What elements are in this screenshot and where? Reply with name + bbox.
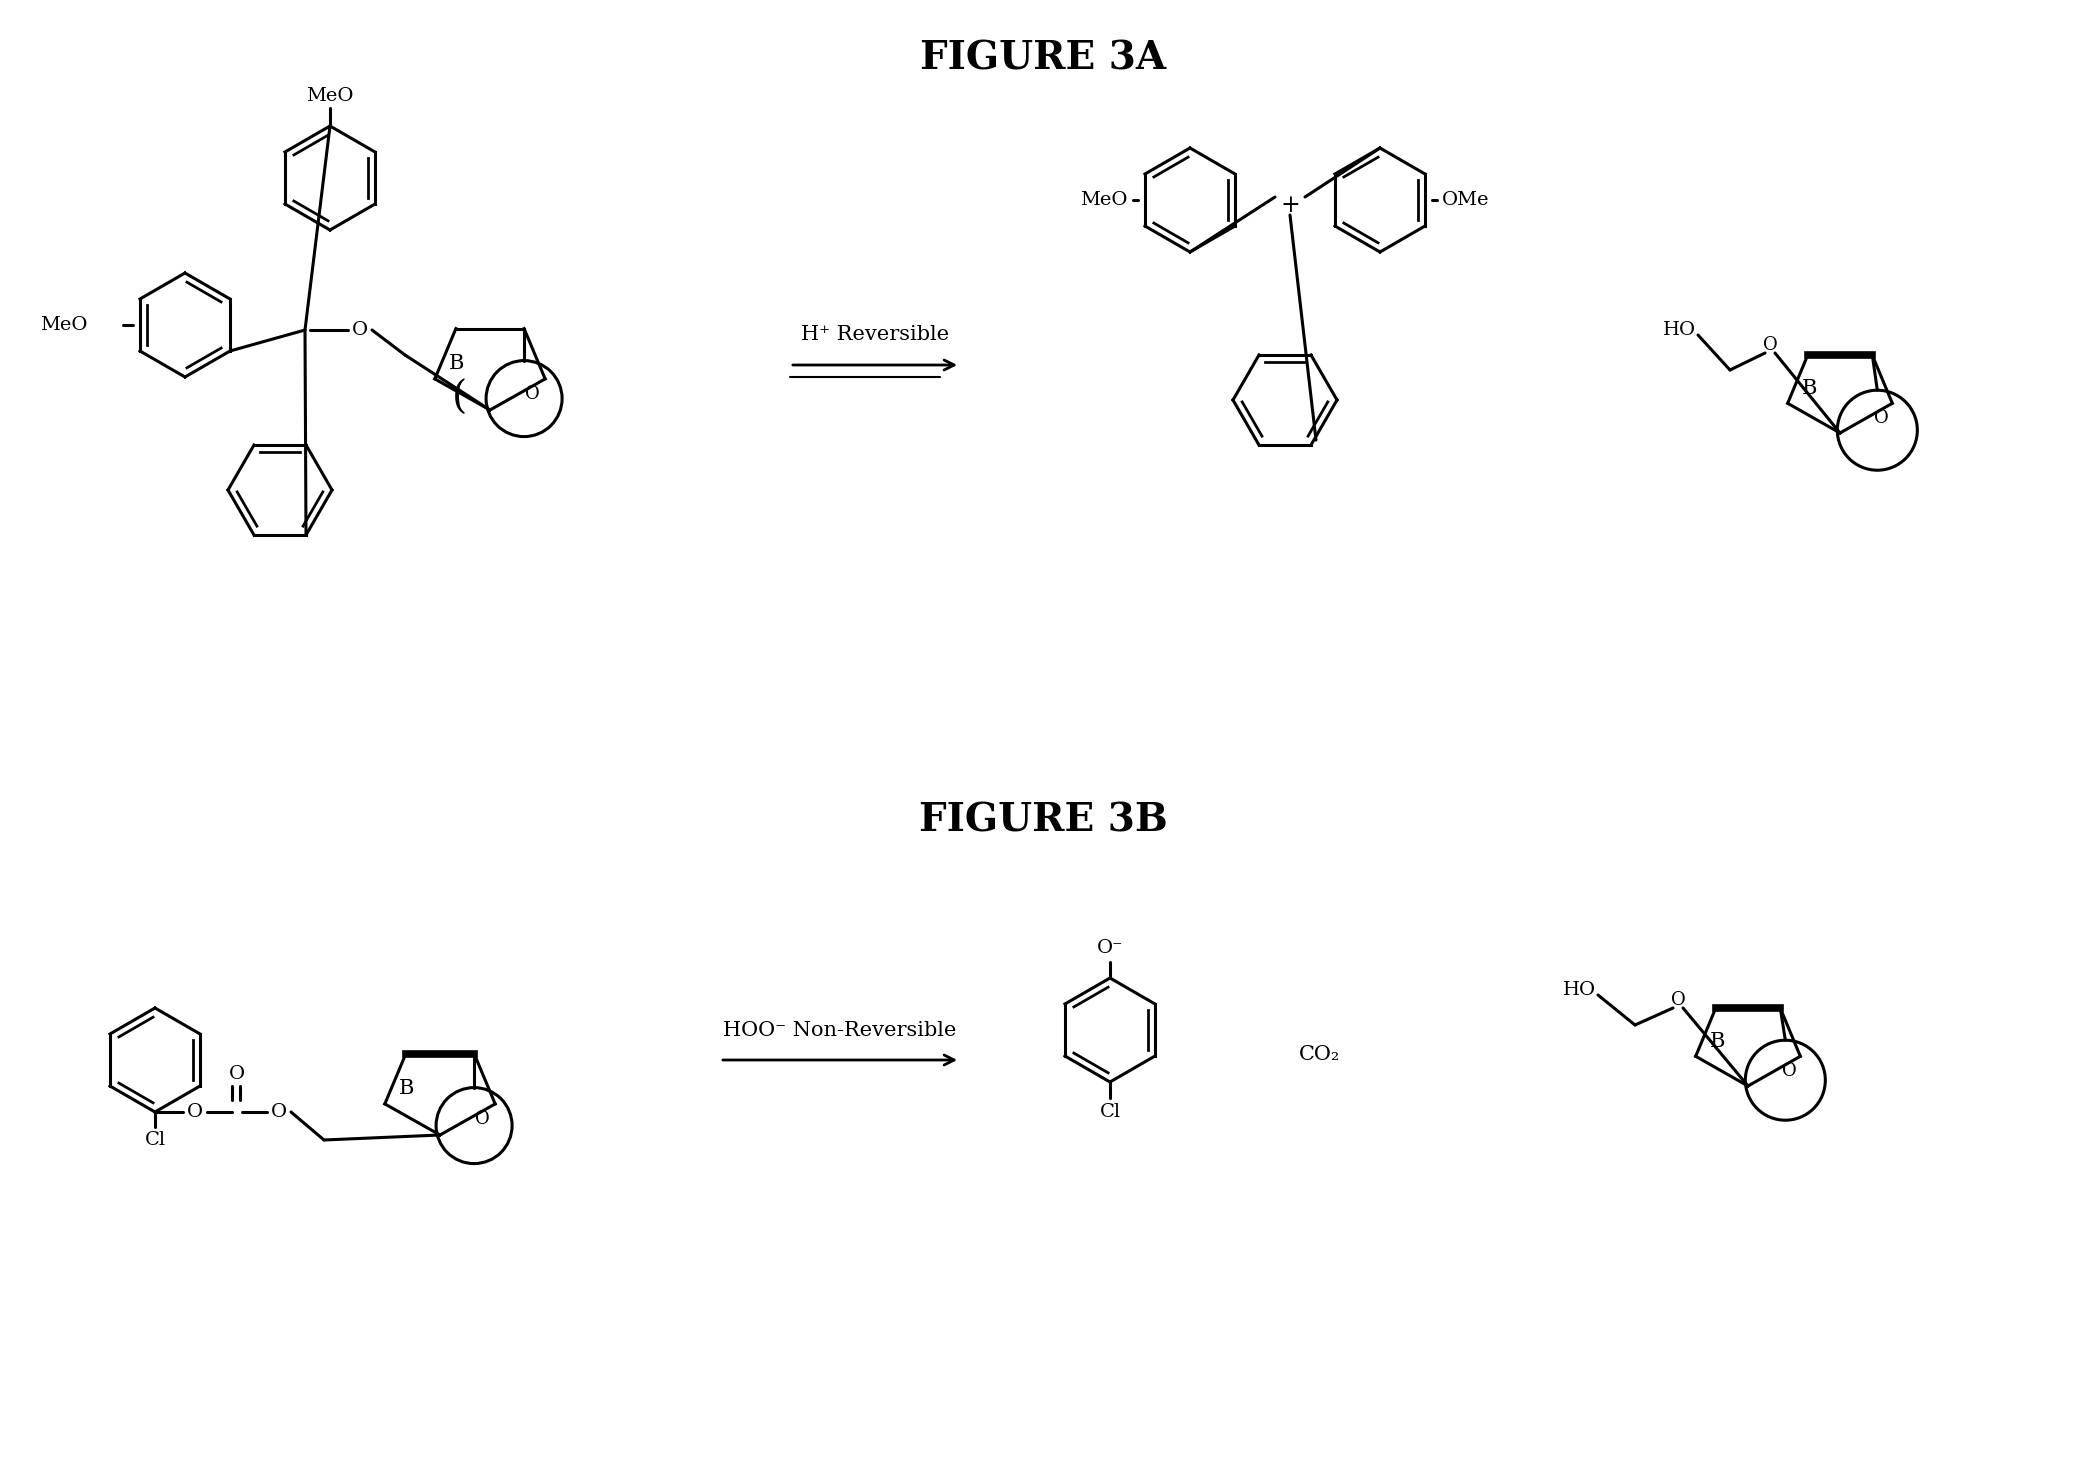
Text: Cl: Cl bbox=[1100, 1103, 1121, 1121]
Text: OMe: OMe bbox=[1442, 191, 1490, 209]
Text: O: O bbox=[1874, 410, 1889, 427]
Text: B: B bbox=[399, 1080, 415, 1099]
Text: MeO: MeO bbox=[40, 317, 88, 334]
Text: Cl: Cl bbox=[144, 1131, 165, 1149]
Text: MeO: MeO bbox=[1081, 191, 1127, 209]
Text: CO₂: CO₂ bbox=[1300, 1046, 1340, 1065]
Text: O: O bbox=[476, 1111, 490, 1128]
Text: B: B bbox=[1801, 379, 1818, 398]
Text: (: ( bbox=[451, 380, 467, 417]
Text: O: O bbox=[1764, 336, 1778, 353]
Text: O: O bbox=[1782, 1062, 1797, 1080]
Text: HO: HO bbox=[1663, 321, 1697, 339]
Text: B: B bbox=[449, 355, 465, 373]
Text: FIGURE 3B: FIGURE 3B bbox=[918, 802, 1167, 839]
Text: FIGURE 3A: FIGURE 3A bbox=[920, 38, 1167, 77]
Text: O: O bbox=[188, 1103, 202, 1121]
Text: O: O bbox=[526, 386, 541, 404]
Text: H⁺ Reversible: H⁺ Reversible bbox=[801, 325, 950, 345]
Text: +: + bbox=[1279, 194, 1300, 216]
Text: B: B bbox=[1709, 1032, 1726, 1050]
Text: HO: HO bbox=[1563, 981, 1597, 998]
Text: HOO⁻ Non-Reversible: HOO⁻ Non-Reversible bbox=[724, 1021, 956, 1040]
Text: O: O bbox=[1670, 991, 1686, 1009]
Text: O: O bbox=[271, 1103, 288, 1121]
Text: MeO: MeO bbox=[307, 87, 355, 105]
Text: O⁻: O⁻ bbox=[1098, 939, 1123, 957]
Text: O: O bbox=[353, 321, 367, 339]
Text: O: O bbox=[230, 1065, 244, 1083]
